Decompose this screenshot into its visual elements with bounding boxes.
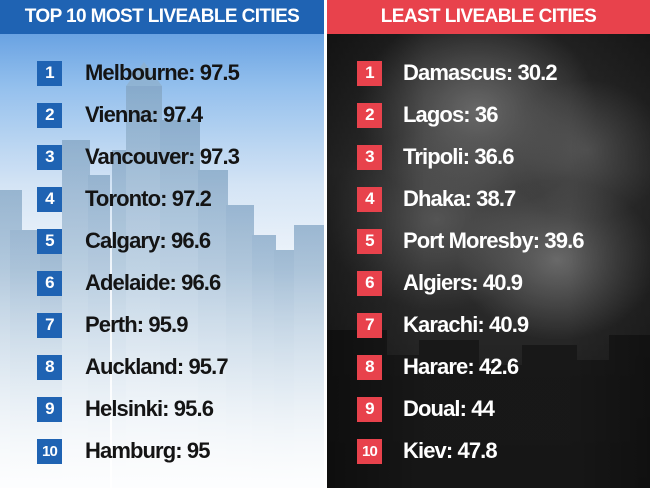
list-item: 9 Doual: 44 [327, 391, 495, 427]
list-item: 3 Tripoli: 36.6 [327, 139, 514, 175]
rank-badge: 1 [357, 60, 382, 86]
city-score: Adelaide: 96.6 [85, 270, 221, 295]
rank-badge: 10 [357, 438, 382, 464]
rank-badge: 2 [357, 102, 382, 128]
city-score: Damascus: 30.2 [403, 60, 558, 85]
rank-badge: 9 [37, 396, 62, 422]
list-item: 10 Hamburg: 95 [0, 433, 210, 469]
list-item: 3 Vancouver: 97.3 [0, 139, 240, 175]
most-liveable-panel: TOP 10 MOST LIVEABLE CITIES 1 Melbourne: … [0, 0, 324, 488]
rank-badge: 5 [37, 228, 62, 254]
city-score: Dhaka: 38.7 [403, 186, 516, 211]
list-item: 8 Auckland: 95.7 [0, 349, 229, 385]
most-liveable-title: TOP 10 MOST LIVEABLE CITIES [0, 0, 324, 34]
city-score: Kiev: 47.8 [403, 438, 498, 463]
rank-badge: 6 [357, 270, 382, 296]
list-item: 6 Algiers: 40.9 [327, 265, 523, 301]
city-score: Karachi: 40.9 [403, 312, 529, 337]
rank-badge: 7 [357, 312, 382, 338]
city-score: Melbourne: 97.5 [85, 60, 240, 85]
list-item: 1 Melbourne: 97.5 [0, 55, 240, 91]
rank-badge: 4 [37, 186, 62, 212]
city-score: Harare: 42.6 [403, 354, 519, 379]
city-score: Auckland: 95.7 [85, 354, 229, 379]
list-item: 5 Port Moresby: 39.6 [327, 223, 585, 259]
list-item: 8 Harare: 42.6 [327, 349, 519, 385]
rank-badge: 6 [37, 270, 62, 296]
rank-badge: 7 [37, 312, 62, 338]
city-score: Tripoli: 36.6 [403, 144, 514, 169]
rank-badge: 1 [37, 60, 62, 86]
rank-badge: 3 [37, 144, 62, 170]
rank-badge: 10 [37, 438, 62, 464]
city-score: Port Moresby: 39.6 [403, 228, 585, 253]
panel-divider [324, 0, 327, 488]
city-score: Doual: 44 [403, 396, 495, 421]
city-score: Calgary: 96.6 [85, 228, 211, 253]
city-score: Algiers: 40.9 [403, 270, 523, 295]
city-score: Helsinki: 95.6 [85, 396, 214, 421]
list-item: 9 Helsinki: 95.6 [0, 391, 214, 427]
least-liveable-title: LEAST LIVEABLE CITIES [327, 0, 650, 34]
rank-badge: 8 [37, 354, 62, 380]
rank-badge: 4 [357, 186, 382, 212]
list-item: 2 Vienna: 97.4 [0, 97, 203, 133]
list-item: 4 Dhaka: 38.7 [327, 181, 516, 217]
city-score: Lagos: 36 [403, 102, 499, 127]
rank-badge: 8 [357, 354, 382, 380]
rank-badge: 3 [357, 144, 382, 170]
list-item: 6 Adelaide: 96.6 [0, 265, 221, 301]
city-score: Vienna: 97.4 [85, 102, 203, 127]
rank-badge: 2 [37, 102, 62, 128]
list-item: 1 Damascus: 30.2 [327, 55, 558, 91]
city-score: Hamburg: 95 [85, 438, 210, 463]
city-score: Toronto: 97.2 [85, 186, 212, 211]
list-item: 5 Calgary: 96.6 [0, 223, 211, 259]
city-score: Vancouver: 97.3 [85, 144, 240, 169]
list-item: 4 Toronto: 97.2 [0, 181, 212, 217]
list-item: 10 Kiev: 47.8 [327, 433, 498, 469]
list-item: 7 Perth: 95.9 [0, 307, 188, 343]
rank-badge: 9 [357, 396, 382, 422]
list-item: 2 Lagos: 36 [327, 97, 499, 133]
rank-badge: 5 [357, 228, 382, 254]
city-score: Perth: 95.9 [85, 312, 188, 337]
list-item: 7 Karachi: 40.9 [327, 307, 529, 343]
